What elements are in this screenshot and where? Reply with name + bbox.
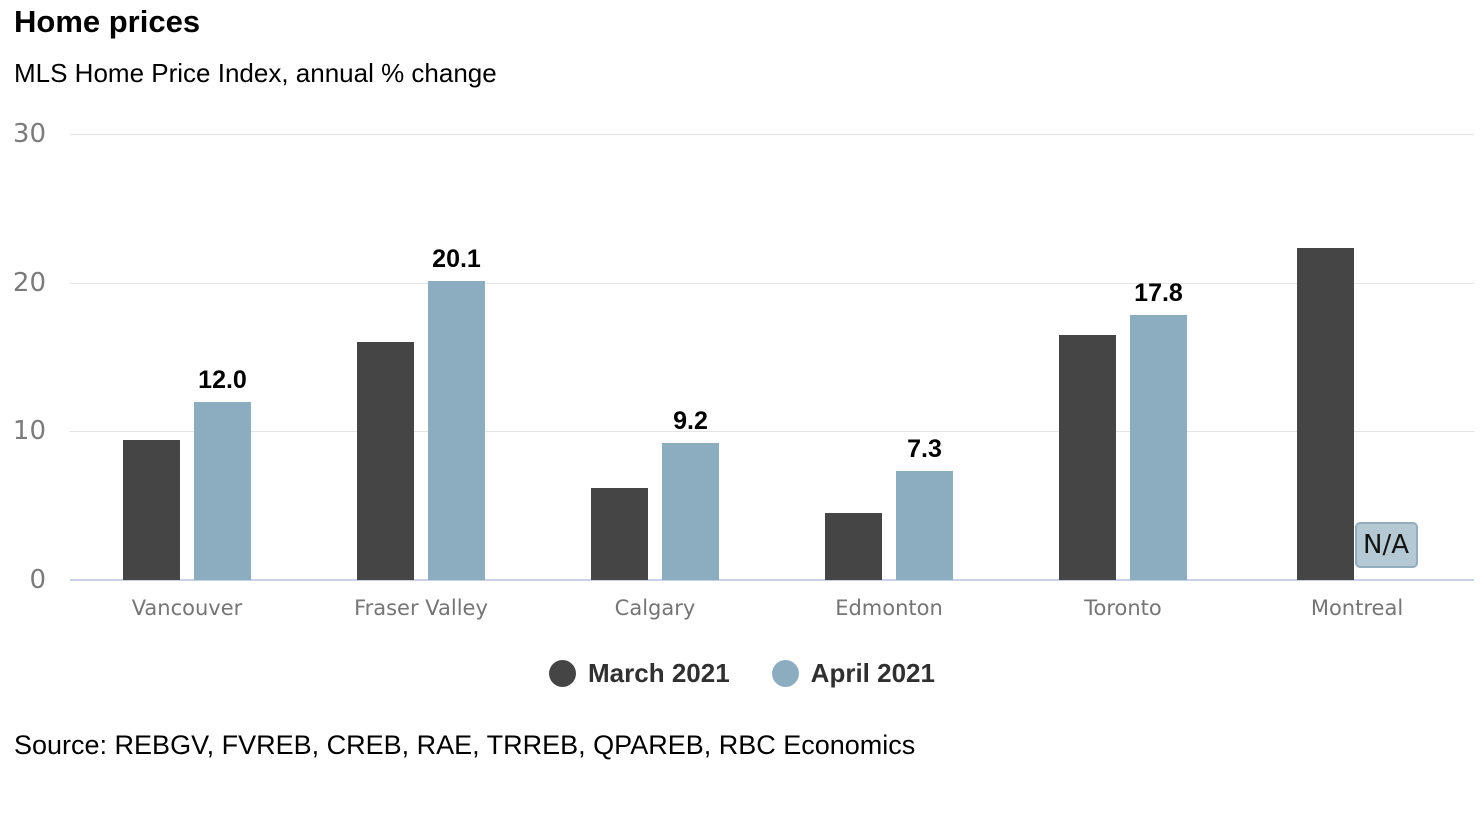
bar-april — [662, 443, 719, 580]
bar-wrap — [1059, 334, 1116, 580]
bar-march — [1059, 334, 1116, 580]
gridline — [70, 282, 1474, 284]
legend-item: April 2021 — [771, 658, 935, 689]
bar-wrap: 12.0 — [194, 366, 251, 580]
bar-april — [896, 471, 953, 580]
bar-march — [825, 513, 882, 580]
x-axis-category-labels: Vancouver Fraser Valley Calgary Edmonton Tor… — [70, 594, 1474, 622]
legend-swatch-circle — [771, 660, 799, 687]
bar-wrap: 7.3 — [896, 435, 953, 580]
data-label: 9.2 — [673, 407, 708, 436]
category-label: Edmonton — [835, 596, 943, 620]
data-label: 7.3 — [907, 435, 942, 464]
legend-item: March 2021 — [549, 658, 730, 689]
bar-group-edmonton: 7.3 — [772, 134, 1006, 580]
bar-april — [194, 401, 251, 580]
source-note: Source: REBGV, FVREB, CREB, RAE, TRREB, … — [14, 730, 916, 760]
legend-label: April 2021 — [810, 658, 935, 688]
category-label: Vancouver — [131, 596, 243, 620]
x-axis-baseline — [70, 579, 1474, 581]
y-tick-label: 0 — [29, 565, 46, 595]
y-tick-label: 10 — [12, 416, 46, 447]
bar-group-vancouver: 12.0 — [70, 134, 304, 580]
bar-wrap — [591, 487, 648, 580]
bar-wrap: 17.8 — [1130, 279, 1187, 580]
bar-wrap — [357, 342, 414, 580]
bar-march — [1296, 248, 1354, 580]
data-label: 17.8 — [1134, 279, 1183, 308]
legend-label: March 2021 — [588, 658, 730, 688]
bar-wrap: 20.1 — [428, 245, 485, 580]
category-label: Calgary — [614, 596, 696, 620]
y-tick-label: 30 — [12, 119, 46, 149]
bar-wrap — [123, 440, 180, 580]
legend-swatch-circle — [549, 660, 577, 687]
data-label: 12.0 — [198, 365, 247, 394]
data-label: 20.1 — [432, 245, 481, 274]
y-tick-label: 20 — [12, 267, 46, 298]
plot-area: 12.0 20.1 9.2 7.3 17.8 N/A — [70, 134, 1474, 580]
na-value-box: N/A — [1354, 522, 1418, 568]
page-title: Home prices — [14, 4, 201, 39]
bar-wrap: 9.2 — [662, 407, 719, 580]
bar-march — [591, 487, 648, 580]
bar-march — [123, 440, 180, 580]
gridline — [70, 134, 1474, 135]
bar-group-calgary: 9.2 — [538, 134, 772, 580]
bar-group-montreal: N/A — [1240, 134, 1474, 580]
bar-wrap — [825, 513, 882, 580]
chart-subtitle: MLS Home Price Index, annual % change — [14, 58, 497, 88]
bar-wrap — [1296, 248, 1354, 580]
category-label: Montreal — [1310, 596, 1404, 620]
bar-group-fraser-valley: 20.1 — [304, 134, 538, 580]
category-label: Fraser Valley — [354, 596, 488, 620]
bar-april — [1130, 315, 1187, 580]
category-label: Toronto — [1084, 596, 1162, 620]
legend: March 2021 April 2021 — [0, 658, 1484, 689]
bar-march — [357, 342, 414, 580]
gridline — [70, 431, 1474, 433]
bar-april — [428, 281, 485, 580]
bar-group-toronto: 17.8 — [1006, 134, 1240, 580]
